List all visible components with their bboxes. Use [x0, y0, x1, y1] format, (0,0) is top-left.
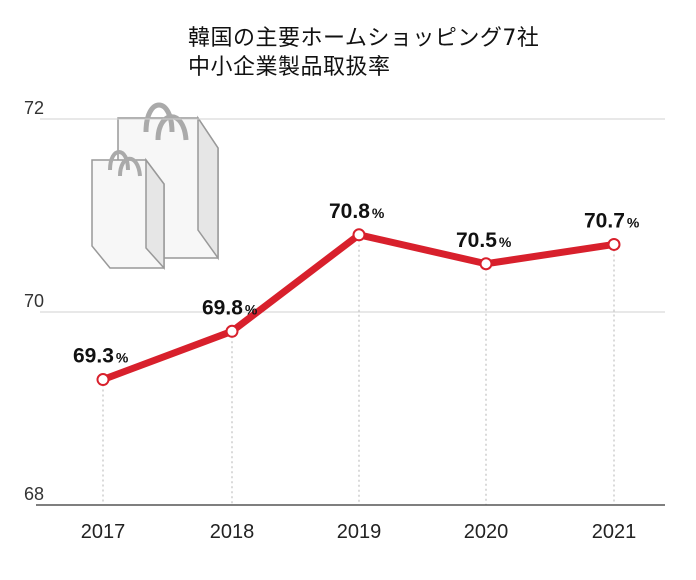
x-tick-label: 2018: [210, 521, 255, 543]
x-tick-label: 2019: [337, 521, 382, 543]
chart-title: 韓国の主要ホームショッピング7社 中小企業製品取扱率: [188, 24, 539, 82]
data-label: 70.8%: [329, 200, 385, 223]
data-point: [607, 237, 621, 251]
x-tick-label: 2020: [464, 521, 509, 543]
data-label: 70.5%: [456, 229, 512, 252]
x-tick-label: 2017: [81, 521, 126, 543]
y-tick-label: 72: [24, 98, 44, 118]
y-tick-label: 70: [24, 291, 44, 311]
data-label: 69.3%: [73, 345, 129, 368]
y-tick-label: 68: [24, 484, 44, 504]
data-point: [225, 324, 239, 338]
chart-title-line-1: 韓国の主要ホームショッピング7社: [188, 26, 540, 51]
data-point: [352, 228, 366, 242]
data-point: [479, 257, 493, 271]
data-label: 70.7%: [584, 209, 640, 232]
x-tick-label: 2021: [592, 521, 637, 543]
data-label: 69.8%: [202, 296, 258, 319]
chart-title-line-2: 中小企業製品取扱率: [188, 55, 391, 80]
data-point: [96, 373, 110, 387]
shopping-bags-icon: [91, 102, 219, 270]
